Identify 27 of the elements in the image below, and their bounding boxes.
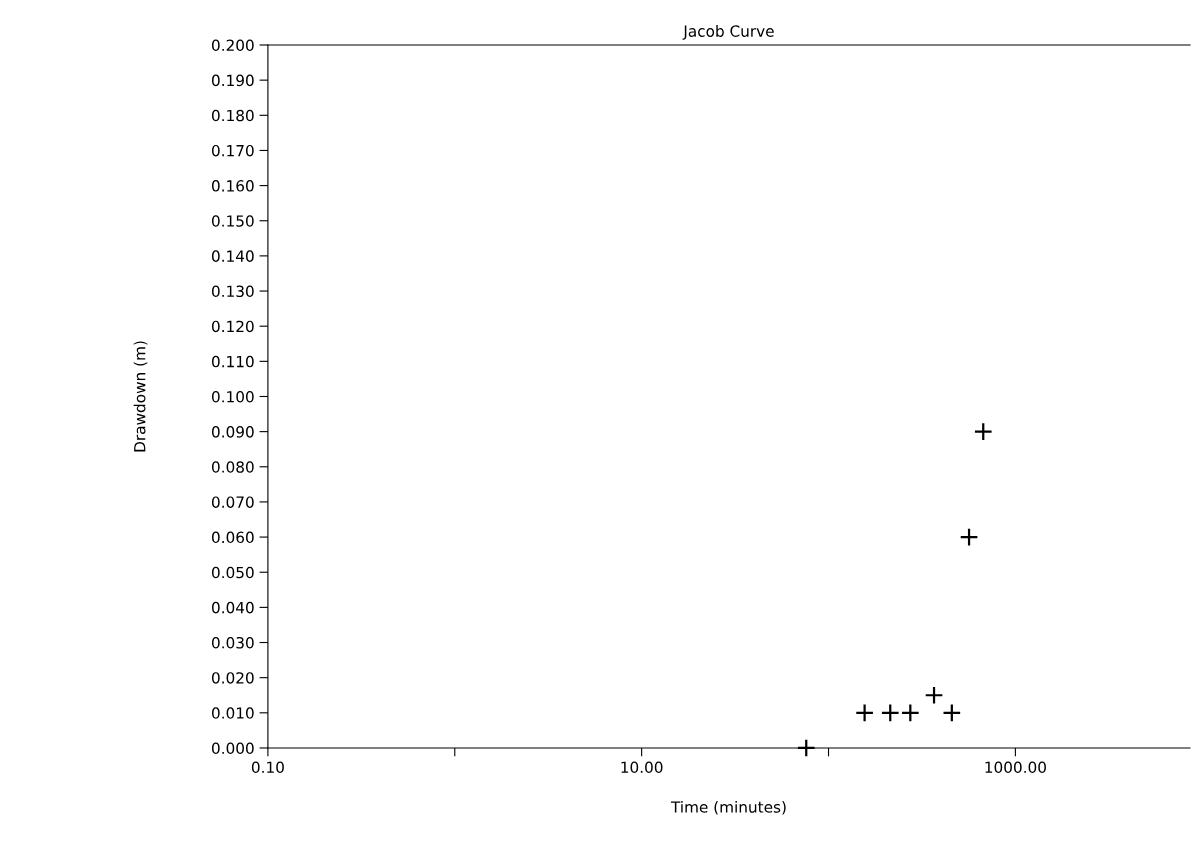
chart-title: Jacob Curve bbox=[682, 25, 774, 40]
y-tick-label: 0.000 bbox=[211, 742, 254, 754]
y-tick-label: 0.140 bbox=[211, 250, 254, 262]
y-axis-title: Drawdown (m) bbox=[133, 341, 148, 452]
y-tick-label: 0.040 bbox=[211, 601, 254, 614]
y-tick-label: 0.110 bbox=[211, 355, 254, 368]
y-tick-label: 0.030 bbox=[211, 636, 254, 649]
y-tick-label: 0.080 bbox=[211, 461, 254, 473]
y-tick-label: 0.160 bbox=[211, 180, 254, 192]
y-tick-label: 0.170 bbox=[211, 144, 254, 157]
x-axis-title: Time (minutes) bbox=[670, 800, 786, 815]
y-tick-label: 0.200 bbox=[211, 39, 254, 52]
y-tick-label: 0.070 bbox=[211, 496, 254, 508]
x-tick-label: 1000.00 bbox=[985, 761, 1046, 773]
y-tick-label: 0.100 bbox=[211, 390, 254, 403]
y-tick-label: 0.020 bbox=[211, 672, 254, 684]
y-tick-label: 0.130 bbox=[211, 285, 254, 298]
y-tick-label: 0.120 bbox=[211, 320, 254, 333]
x-tick-label: 10.00 bbox=[621, 761, 663, 773]
y-tick-label: 0.150 bbox=[211, 215, 254, 227]
x-tick-label: 0.10 bbox=[251, 761, 284, 773]
y-tick-label: 0.050 bbox=[211, 566, 254, 579]
y-tick-label: 0.010 bbox=[211, 707, 254, 719]
y-tick-label: 0.060 bbox=[211, 531, 254, 544]
y-tick-label: 0.180 bbox=[211, 109, 254, 122]
y-tick-label: 0.090 bbox=[211, 426, 254, 438]
y-tick-label: 0.190 bbox=[211, 74, 254, 87]
